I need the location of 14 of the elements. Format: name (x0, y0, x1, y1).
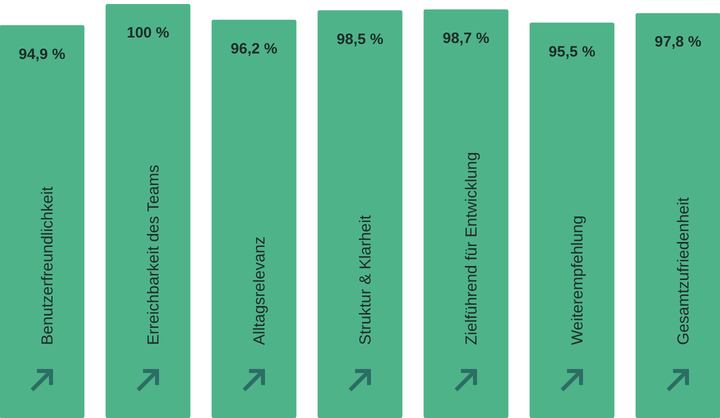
x-tick-label: Weiterempfehlung (569, 215, 586, 345)
data-label: 97,8 % (654, 34, 702, 51)
data-label: 94,9 % (18, 46, 66, 63)
data-label: 95,5 % (548, 43, 596, 60)
data-label: 96,2 % (230, 40, 278, 58)
x-tick-label: Gesamtzufriedenheit (675, 196, 692, 345)
x-tick-label: Alltagsrelevanz (251, 236, 268, 345)
data-label: 100 % (126, 24, 170, 42)
x-tick-label: Benutzerfreundlichkeit (39, 186, 56, 345)
x-tick-label: Zielführend für Entwicklung (463, 152, 480, 345)
data-label: 98,5 % (336, 30, 384, 48)
data-label: 98,7 % (442, 30, 490, 48)
x-tick-label: Erreichbarkeit des Teams (145, 164, 162, 345)
x-tick-label: Struktur & Klarheit (357, 214, 374, 345)
